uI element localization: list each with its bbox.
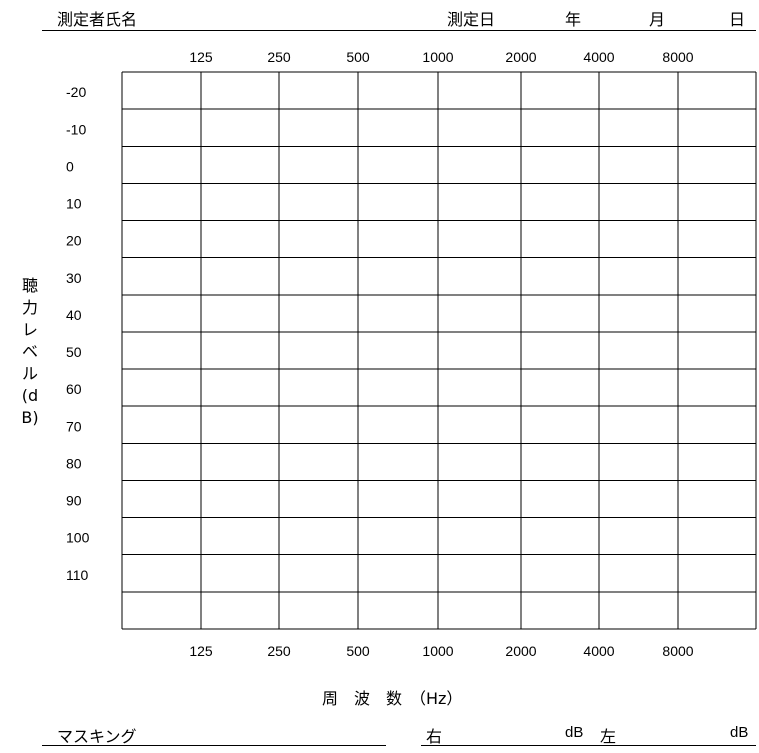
y-tick-label: -10 bbox=[66, 121, 86, 137]
x-tick-label-top: 250 bbox=[267, 49, 291, 65]
y-tick-label: 10 bbox=[66, 196, 82, 212]
y-tick-label: 0 bbox=[66, 158, 74, 174]
x-tick-label-top: 125 bbox=[189, 49, 213, 65]
x-tick-label-top: 4000 bbox=[583, 49, 614, 65]
y-tick-label: 30 bbox=[66, 270, 82, 286]
y-tick-label: 80 bbox=[66, 455, 82, 471]
y-tick-label: 20 bbox=[66, 233, 82, 249]
y-tick-label: 40 bbox=[66, 307, 82, 323]
y-tick-label: 90 bbox=[66, 493, 82, 509]
left-ear-label: 左 bbox=[600, 727, 617, 746]
x-tick-label-bottom: 500 bbox=[346, 643, 370, 659]
measurement-date-label: 測定日 bbox=[447, 10, 496, 29]
year-label: 年 bbox=[565, 10, 582, 29]
masking-label: マスキング bbox=[57, 727, 137, 746]
left-ear-unit: dB bbox=[730, 724, 749, 741]
y-axis-label: 聴力レベル(dB) bbox=[14, 275, 46, 429]
ear-level-underline bbox=[421, 745, 756, 746]
header-underline bbox=[42, 30, 756, 31]
x-tick-label-bottom: 250 bbox=[267, 643, 291, 659]
y-tick-label: 70 bbox=[66, 418, 82, 434]
x-tick-label-bottom: 125 bbox=[189, 643, 213, 659]
right-ear-unit: dB bbox=[565, 724, 584, 741]
x-tick-label-top: 8000 bbox=[662, 49, 693, 65]
masking-underline bbox=[42, 745, 386, 746]
x-tick-label-top: 1000 bbox=[422, 49, 453, 65]
y-tick-label: 60 bbox=[66, 381, 82, 397]
day-label: 日 bbox=[729, 10, 746, 29]
x-tick-label-bottom: 1000 bbox=[422, 643, 453, 659]
y-tick-label: -20 bbox=[66, 84, 86, 100]
x-axis-label: 周 波 数 （Hz） bbox=[322, 689, 463, 708]
examiner-name-label: 測定者氏名 bbox=[57, 10, 138, 29]
y-tick-label: 50 bbox=[66, 344, 82, 360]
x-tick-label-top: 500 bbox=[346, 49, 370, 65]
y-tick-label: 110 bbox=[66, 567, 89, 583]
month-label: 月 bbox=[649, 10, 666, 29]
right-ear-label: 右 bbox=[426, 727, 443, 746]
x-tick-label-bottom: 2000 bbox=[505, 643, 536, 659]
x-tick-label-bottom: 8000 bbox=[662, 643, 693, 659]
y-axis-label-text: 聴力レベル(dB) bbox=[21, 276, 39, 427]
x-tick-label-top: 2000 bbox=[505, 49, 536, 65]
x-tick-label-bottom: 4000 bbox=[583, 643, 614, 659]
y-tick-label: 100 bbox=[66, 530, 90, 546]
